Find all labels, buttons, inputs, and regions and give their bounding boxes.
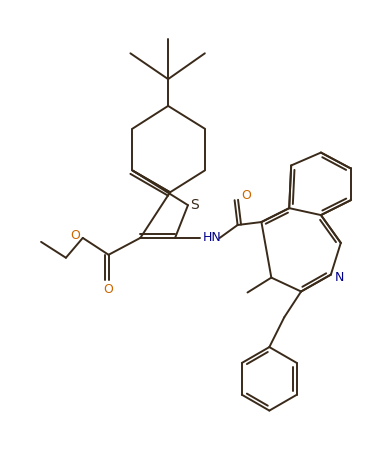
Text: N: N [335,271,345,284]
Text: HN: HN [203,231,221,245]
Text: O: O [103,283,113,296]
Text: O: O [241,189,251,202]
Text: S: S [190,198,199,212]
Text: O: O [70,229,80,242]
